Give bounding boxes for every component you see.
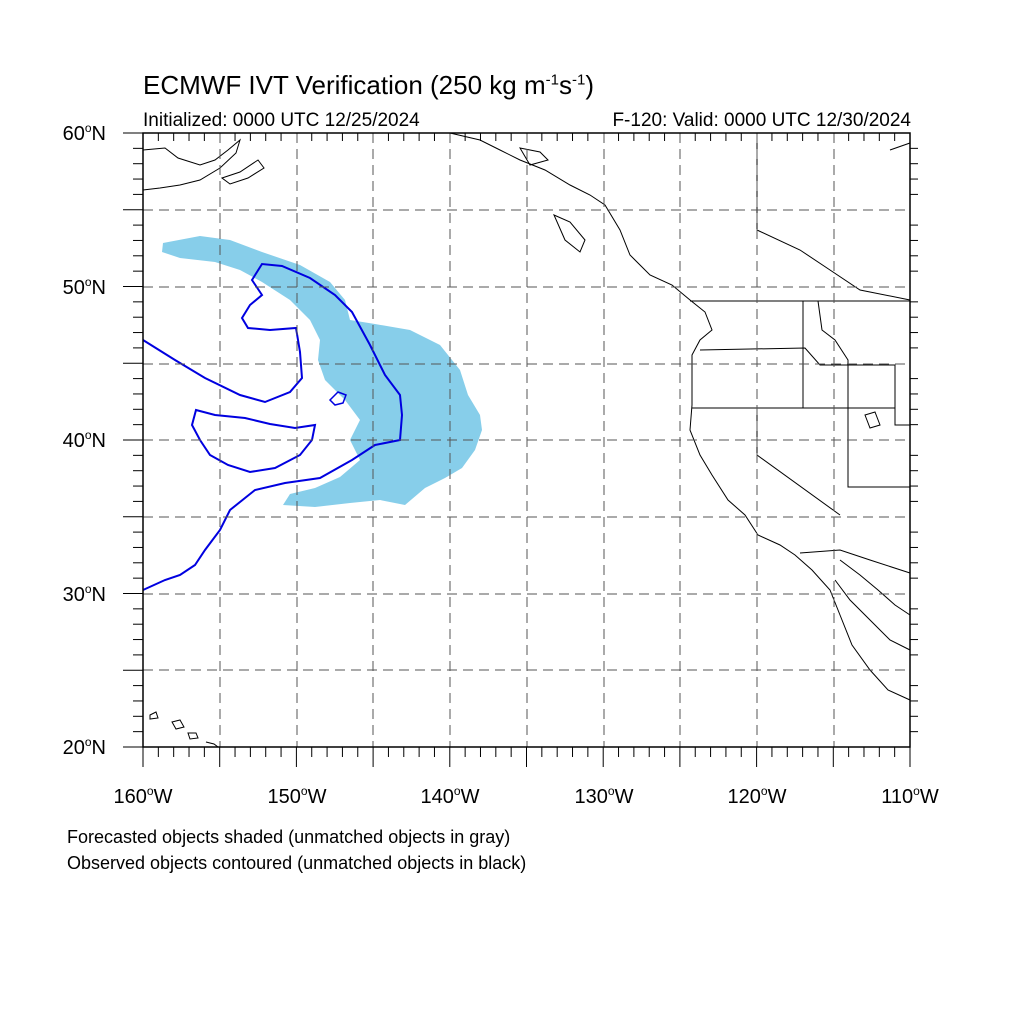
coastlines [142, 132, 911, 748]
plot-title: ECMWF IVT Verification (250 kg m-1s-1) [143, 70, 594, 100]
lon-label-130w: 130oW [574, 784, 634, 808]
observed-contour-north [142, 262, 404, 591]
forecast-note: Forecasted objects shaded (unmatched obj… [67, 827, 511, 847]
lat-label-30n: 30oN [62, 582, 106, 606]
lat-label-20n: 20oN [62, 735, 106, 759]
observed-note: Observed objects contoured (unmatched ob… [67, 853, 527, 873]
lon-label-140w: 140oW [420, 784, 480, 808]
political-borders [690, 133, 911, 574]
valid-time-label: F-120: Valid: 0000 UTC 12/30/2024 [612, 110, 911, 131]
lon-label-150w: 150oW [267, 784, 327, 808]
lat-label-60n: 60oN [62, 121, 106, 145]
lon-label-120w: 120oW [727, 784, 787, 808]
initialized-label: Initialized: 0000 UTC 12/25/2024 [143, 110, 420, 131]
axis-ticks [123, 132, 918, 767]
lon-label-110w: 110oW [881, 784, 939, 808]
observed-contour-south-loop [190, 408, 317, 474]
lon-label-160w: 160oW [113, 784, 173, 808]
forecast-ivt-object [162, 236, 482, 507]
graticule [143, 133, 910, 747]
lat-label-50n: 50oN [62, 275, 106, 299]
observed-contour-blob [328, 391, 347, 406]
lat-label-40n: 40oN [62, 428, 106, 452]
